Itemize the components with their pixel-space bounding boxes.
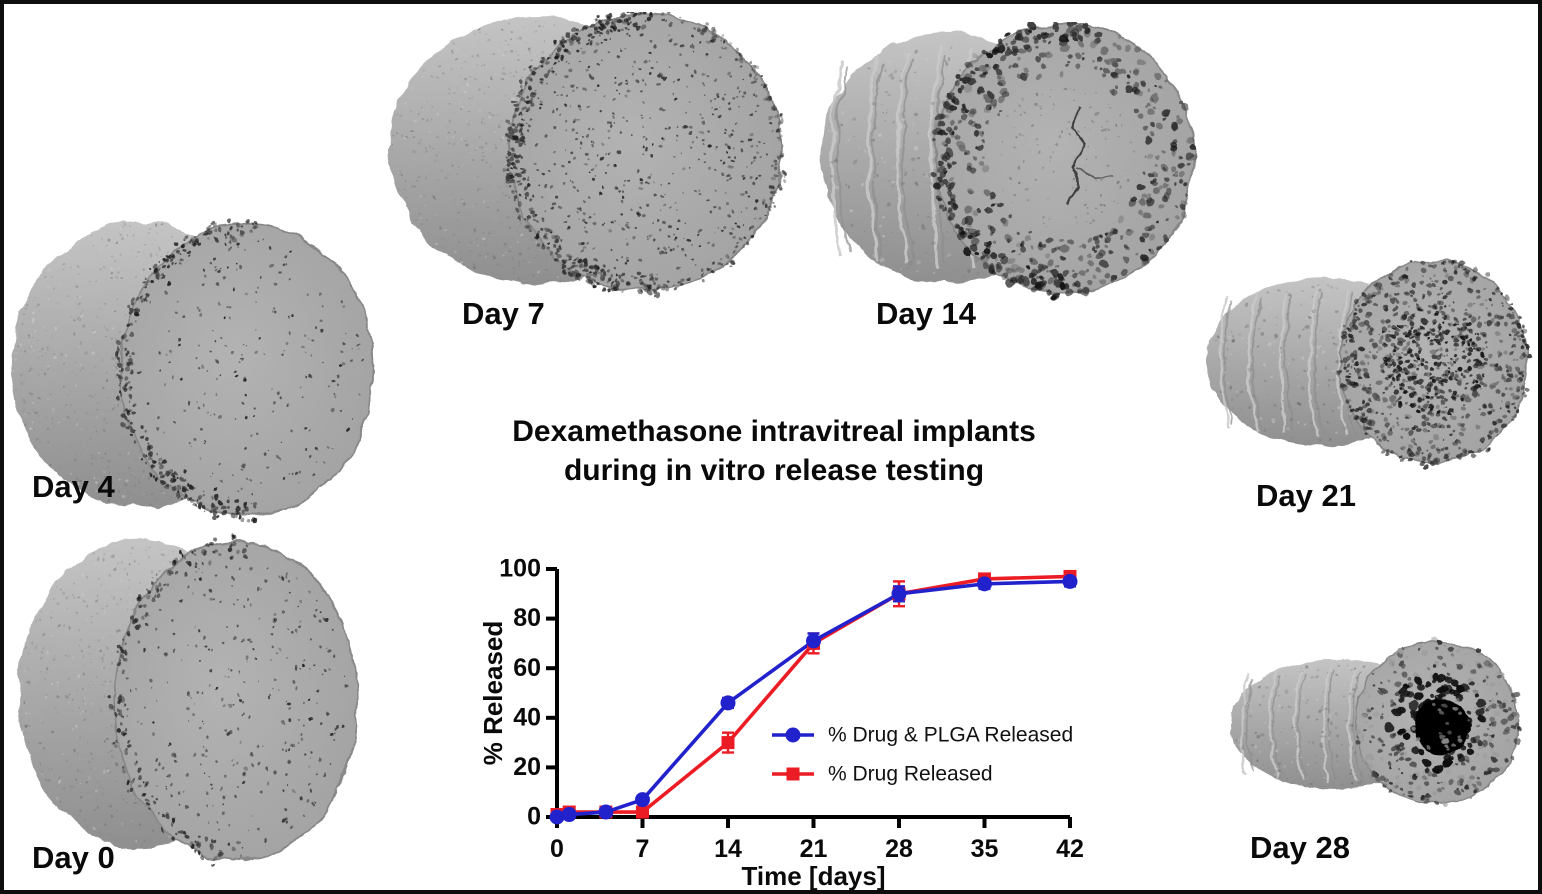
figure-title-line2: during in vitro release testing bbox=[563, 454, 985, 487]
implant-image-day21 bbox=[1206, 247, 1538, 492]
day-label-7: Day 7 bbox=[462, 296, 545, 331]
figure-title: Dexamethasone intravitreal implants duri… bbox=[444, 412, 1104, 490]
implant-image-day28 bbox=[1226, 614, 1536, 834]
day-label-28: Day 28 bbox=[1250, 830, 1350, 865]
implant-image-day4 bbox=[10, 212, 382, 527]
day-label-4: Day 4 bbox=[32, 469, 115, 504]
implant-image-day14 bbox=[816, 22, 1201, 312]
implant-image-day0 bbox=[14, 529, 372, 869]
day-label-14: Day 14 bbox=[876, 296, 976, 331]
day-label-21: Day 21 bbox=[1256, 478, 1356, 513]
day-label-0: Day 0 bbox=[32, 840, 115, 875]
implant-image-day7 bbox=[387, 12, 787, 307]
figure-title-line1: Dexamethasone intravitreal implants bbox=[512, 415, 1036, 448]
